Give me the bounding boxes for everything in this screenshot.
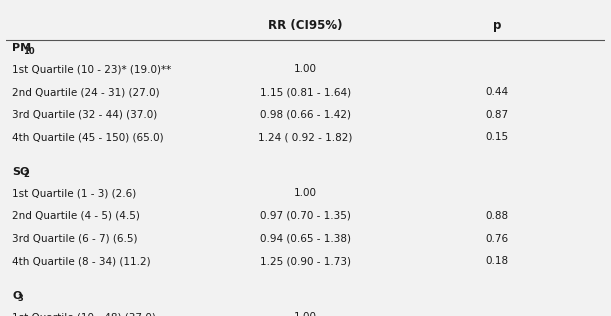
Text: 1st Quartile (10 - 23)* (19.0)**: 1st Quartile (10 - 23)* (19.0)**: [12, 64, 171, 75]
Text: 0.18: 0.18: [486, 256, 509, 266]
Text: 1st Quartile (1 - 3) (2.6): 1st Quartile (1 - 3) (2.6): [12, 188, 136, 198]
Text: SO: SO: [12, 167, 29, 177]
Text: 4th Quartile (45 - 150) (65.0): 4th Quartile (45 - 150) (65.0): [12, 132, 164, 142]
Text: 1.00: 1.00: [294, 64, 317, 75]
Text: 0.97 (0.70 - 1.35): 0.97 (0.70 - 1.35): [260, 211, 351, 221]
Text: 0.76: 0.76: [486, 234, 509, 244]
Text: 0.87: 0.87: [486, 110, 509, 120]
Text: 2: 2: [23, 170, 29, 179]
Text: 1.00: 1.00: [294, 188, 317, 198]
Text: 1.00: 1.00: [294, 312, 317, 316]
Text: 1st Quartile (10 - 48) (37.0): 1st Quartile (10 - 48) (37.0): [12, 312, 156, 316]
Text: RR (CI95%): RR (CI95%): [268, 19, 343, 32]
Text: 4th Quartile (8 - 34) (11.2): 4th Quartile (8 - 34) (11.2): [12, 256, 151, 266]
Text: O: O: [12, 291, 21, 301]
Text: 1.15 (0.81 - 1.64): 1.15 (0.81 - 1.64): [260, 87, 351, 97]
Text: 0.98 (0.66 - 1.42): 0.98 (0.66 - 1.42): [260, 110, 351, 120]
Text: 1.24 ( 0.92 - 1.82): 1.24 ( 0.92 - 1.82): [258, 132, 353, 142]
Text: 0.44: 0.44: [486, 87, 509, 97]
Text: 0.15: 0.15: [486, 132, 509, 142]
Text: 2nd Quartile (24 - 31) (27.0): 2nd Quartile (24 - 31) (27.0): [12, 87, 159, 97]
Text: 2nd Quartile (4 - 5) (4.5): 2nd Quartile (4 - 5) (4.5): [12, 211, 140, 221]
Text: 3rd Quartile (6 - 7) (6.5): 3rd Quartile (6 - 7) (6.5): [12, 234, 137, 244]
Text: PM: PM: [12, 43, 31, 53]
Text: 1.25 (0.90 - 1.73): 1.25 (0.90 - 1.73): [260, 256, 351, 266]
Text: 0.94 (0.65 - 1.38): 0.94 (0.65 - 1.38): [260, 234, 351, 244]
Text: 0.88: 0.88: [486, 211, 509, 221]
Text: 3: 3: [18, 294, 24, 303]
Text: 10: 10: [23, 46, 35, 56]
Text: p: p: [493, 19, 501, 32]
Text: 3rd Quartile (32 - 44) (37.0): 3rd Quartile (32 - 44) (37.0): [12, 110, 158, 120]
